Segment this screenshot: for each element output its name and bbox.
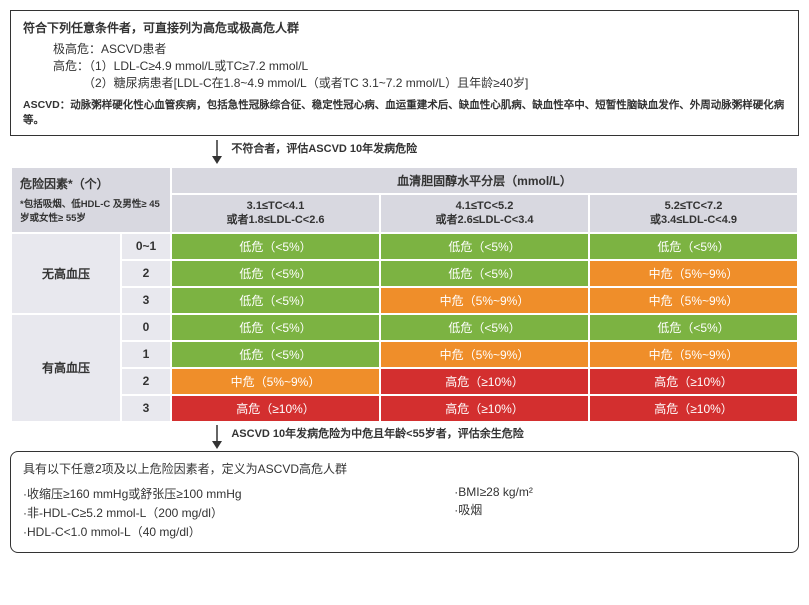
arrow-2-label: ASCVD 10年发病危险为中危且年龄<55岁者，评估余生危险 xyxy=(231,425,523,441)
cell: 低危（<5%） xyxy=(589,314,798,341)
arrow-1: 不符合者，评估ASCVD 10年发病危险 xyxy=(10,140,799,164)
cell: 低危（<5%） xyxy=(171,233,380,260)
row-7-num: 3 xyxy=(121,395,171,422)
bottom-criteria-box: 具有以下任意2项及以上危险因素者，定义为ASCVD高危人群 ·收缩压≥160 m… xyxy=(10,451,799,553)
cell: 低危（<5%） xyxy=(380,260,589,287)
top-title: 符合下列任意条件者，可直接列为高危或极高危人群 xyxy=(23,19,786,36)
cell: 高危（≥10%） xyxy=(380,395,589,422)
down-arrow-icon xyxy=(210,425,224,449)
down-arrow-icon xyxy=(210,140,224,164)
cell: 低危（<5%） xyxy=(380,233,589,260)
cell: 中危（5%~9%） xyxy=(380,341,589,368)
factor-note: *包括吸烟、低HDL-C 及男性≥ 45岁或女性≥ 55岁 xyxy=(20,196,168,224)
cell: 高危（≥10%） xyxy=(589,368,798,395)
cell: 高危（≥10%） xyxy=(589,395,798,422)
row-3-num: 3 xyxy=(121,287,171,314)
cell: 高危（≥10%） xyxy=(380,368,589,395)
row-group-1: 无高血压 xyxy=(11,233,121,314)
row-5-num: 1 xyxy=(121,341,171,368)
cell: 中危（5%~9%） xyxy=(589,341,798,368)
col3-header: 5.2≤TC<7.2或3.4≤LDL-C<4.9 xyxy=(589,194,798,233)
bottom-title: 具有以下任意2项及以上危险因素者，定义为ASCVD高危人群 xyxy=(23,460,786,477)
risk-table: 危险因素*（个） *包括吸烟、低HDL-C 及男性≥ 45岁或女性≥ 55岁 血… xyxy=(10,166,799,423)
bottom-list: ·收缩压≥160 mmHg或舒张压≥100 mmHg ·非-HDL-C≥5.2 … xyxy=(23,481,786,544)
item-3: ·HDL-C<1.0 mmol-L（40 mg/dl） xyxy=(23,523,454,540)
cell: 低危（<5%） xyxy=(380,314,589,341)
item-1: ·收缩压≥160 mmHg或舒张压≥100 mmHg xyxy=(23,485,454,502)
arrow-1-label: 不符合者，评估ASCVD 10年发病危险 xyxy=(231,140,417,156)
row-1-num: 0~1 xyxy=(121,233,171,260)
factor-header: 危险因素*（个） xyxy=(20,175,168,192)
cell: 低危（<5%） xyxy=(171,260,380,287)
cell: 中危（5%~9%） xyxy=(380,287,589,314)
cell: 中危（5%~9%） xyxy=(171,368,380,395)
cell: 中危（5%~9%） xyxy=(589,260,798,287)
col2-header: 4.1≤TC<5.2或者2.6≤LDL-C<3.4 xyxy=(380,194,589,233)
chol-header: 血清胆固醇水平分层（mmol/L） xyxy=(171,167,798,194)
item-5: ·吸烟 xyxy=(454,501,786,518)
top-note: ASCVD：动脉粥样硬化性心血管疾病，包括急性冠脉综合征、稳定性冠心病、血运重建… xyxy=(23,97,786,127)
arrow-2: ASCVD 10年发病危险为中危且年龄<55岁者，评估余生危险 xyxy=(10,425,799,449)
cell: 高危（≥10%） xyxy=(171,395,380,422)
row-4-num: 0 xyxy=(121,314,171,341)
cell: 低危（<5%） xyxy=(589,233,798,260)
item-4: ·BMI≥28 kg/m² xyxy=(454,485,786,499)
top-line3: （2）糖尿病患者[LDL-C在1.8~4.9 mmol/L（或者TC 3.1~7… xyxy=(23,74,786,91)
bottom-col1: ·收缩压≥160 mmHg或舒张压≥100 mmHg ·非-HDL-C≥5.2 … xyxy=(23,483,454,542)
cell: 低危（<5%） xyxy=(171,341,380,368)
cell: 低危（<5%） xyxy=(171,287,380,314)
cell: 低危（<5%） xyxy=(171,314,380,341)
col1-header: 3.1≤TC<4.1或者1.8≤LDL-C<2.6 xyxy=(171,194,380,233)
cell: 中危（5%~9%） xyxy=(589,287,798,314)
bottom-col2: ·BMI≥28 kg/m² ·吸烟 xyxy=(454,483,786,542)
top-criteria-box: 符合下列任意条件者，可直接列为高危或极高危人群 极高危：ASCVD患者 高危：（… xyxy=(10,10,799,136)
top-line1: 极高危：ASCVD患者 xyxy=(23,40,786,57)
row-6-num: 2 xyxy=(121,368,171,395)
top-line2: 高危：（1）LDL-C≥4.9 mmol/L或TC≥7.2 mmol/L xyxy=(23,57,786,74)
row-group-2: 有高血压 xyxy=(11,314,121,422)
item-2: ·非-HDL-C≥5.2 mmol-L（200 mg/dl） xyxy=(23,504,454,521)
row-2-num: 2 xyxy=(121,260,171,287)
